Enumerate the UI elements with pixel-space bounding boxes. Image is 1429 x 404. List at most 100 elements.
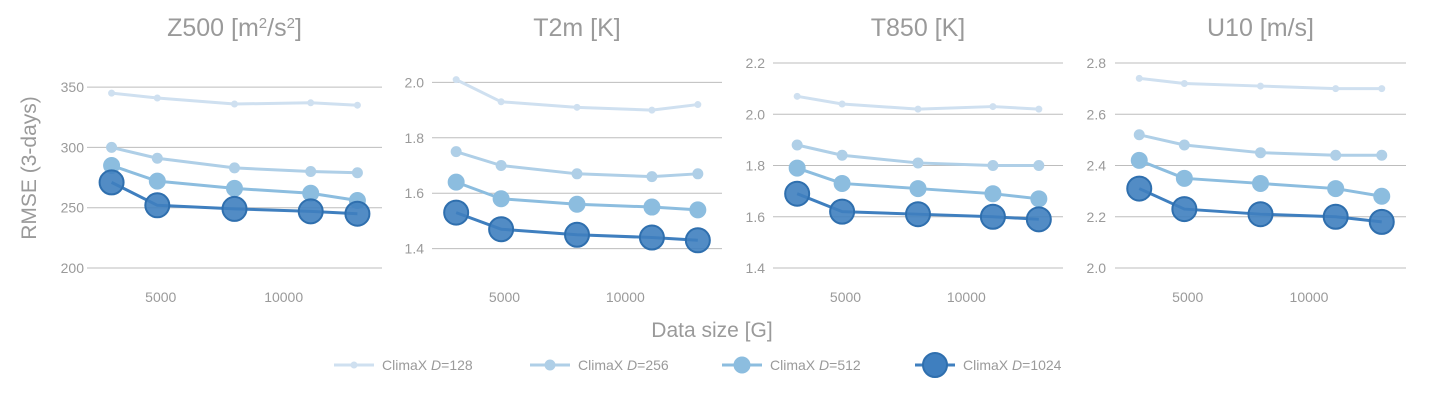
data-point — [573, 103, 581, 111]
series-0 — [793, 92, 1043, 113]
data-point — [148, 172, 166, 190]
legend-var: D — [431, 357, 441, 373]
y-tick-label: 2.0 — [405, 74, 425, 90]
panel-title-part: 2 — [287, 15, 295, 32]
series-2 — [1130, 151, 1391, 205]
data-point — [1130, 151, 1148, 169]
legend-suffix: =512 — [829, 357, 861, 373]
data-point — [1247, 201, 1274, 228]
data-point — [226, 179, 243, 197]
data-point — [836, 149, 848, 161]
data-point — [447, 173, 465, 191]
panel-title-part: T2m [K] — [533, 14, 621, 42]
panel-title-part: T850 [K] — [871, 14, 966, 42]
data-point — [1171, 196, 1198, 223]
data-point — [443, 199, 470, 226]
data-point — [564, 221, 590, 248]
data-point — [1126, 175, 1153, 202]
data-point — [1373, 187, 1391, 205]
data-point — [98, 169, 125, 196]
x-tick-label: 10000 — [264, 289, 303, 305]
legend-prefix: ClimaX — [963, 357, 1012, 373]
series-0 — [452, 76, 702, 114]
data-point — [229, 162, 240, 174]
y-tick-label: 2.4 — [1087, 158, 1107, 174]
data-point — [791, 139, 803, 151]
y-tick-label: 2.2 — [746, 55, 766, 71]
data-point — [1376, 149, 1388, 161]
data-point — [1030, 190, 1048, 208]
data-point — [689, 201, 707, 219]
series-3 — [784, 180, 1052, 233]
y-tick-label: 350 — [61, 79, 85, 95]
data-point — [1330, 149, 1342, 161]
panel-1: T2m [K] 1.4 1.6 1.8 2.0 5000 10000 — [405, 14, 722, 305]
data-point — [353, 101, 361, 109]
data-point — [1133, 129, 1145, 141]
legend-suffix: =256 — [637, 357, 669, 373]
legend-item: ClimaX D=512 — [722, 356, 861, 374]
data-point — [1368, 208, 1395, 235]
data-point — [684, 227, 711, 254]
data-point — [1252, 174, 1269, 192]
legend-label: ClimaX D=256 — [578, 357, 669, 373]
legend-prefix: ClimaX — [770, 357, 819, 373]
panel-title-part: /s — [267, 14, 286, 42]
data-point — [1378, 85, 1386, 93]
panel-3: U10 [m/s] 2.0 2.2 2.4 2.6 2.8 5000 10000 — [1087, 14, 1406, 305]
panel-title-part: 2 — [259, 15, 267, 32]
data-point — [1180, 80, 1188, 87]
data-point — [307, 99, 315, 107]
series-3 — [1126, 175, 1395, 235]
y-tick-label: 1.4 — [405, 241, 425, 257]
panel-2: T850 [K] 1.4 1.6 1.8 2.0 2.2 5000 10000 — [746, 14, 1063, 305]
y-tick-label: 2.6 — [1087, 106, 1107, 122]
data-point — [495, 160, 507, 171]
data-point — [984, 185, 1002, 203]
data-point — [151, 152, 163, 164]
panel-title-part: ] — [295, 14, 302, 42]
panel-title-part: U10 [m/s] — [1207, 14, 1314, 42]
data-point — [106, 141, 118, 153]
y-tick-label: 2.8 — [1087, 55, 1107, 71]
legend-marker — [922, 352, 948, 378]
y-axis-label: RMSE (3-days) — [18, 96, 41, 240]
panel-title: T2m [K] — [533, 14, 621, 42]
data-point — [1322, 203, 1349, 230]
data-point — [153, 94, 161, 102]
y-tick-label: 200 — [61, 260, 85, 276]
data-point — [643, 198, 661, 216]
data-point — [488, 216, 515, 243]
legend-marker — [350, 361, 358, 369]
data-point — [1332, 85, 1340, 93]
data-point — [450, 146, 462, 158]
data-point — [568, 195, 586, 213]
y-tick-label: 300 — [61, 139, 85, 155]
x-tick-label: 10000 — [947, 289, 986, 305]
data-point — [905, 201, 931, 228]
x-tick-label: 10000 — [1290, 289, 1329, 305]
legend-var: D — [819, 357, 829, 373]
data-point — [648, 106, 656, 114]
data-point — [452, 76, 460, 84]
data-point — [1327, 180, 1345, 198]
y-tick-label: 2.0 — [1087, 260, 1107, 276]
series-1 — [1133, 129, 1388, 161]
y-tick-label: 1.8 — [405, 130, 425, 146]
y-tick-label: 2.0 — [746, 106, 766, 122]
data-point — [638, 224, 665, 251]
data-point — [788, 159, 806, 177]
data-point — [914, 105, 922, 113]
data-point — [231, 100, 238, 108]
legend-prefix: ClimaX — [382, 357, 431, 373]
data-point — [1033, 160, 1045, 171]
data-point — [571, 168, 583, 180]
data-point — [1255, 147, 1266, 159]
data-point — [1178, 139, 1190, 151]
data-point — [1025, 206, 1052, 233]
data-point — [784, 180, 811, 207]
data-point — [793, 92, 801, 100]
series-3 — [443, 199, 711, 254]
legend-item: ClimaX D=128 — [334, 357, 473, 373]
legend-label: ClimaX D=128 — [382, 357, 473, 373]
